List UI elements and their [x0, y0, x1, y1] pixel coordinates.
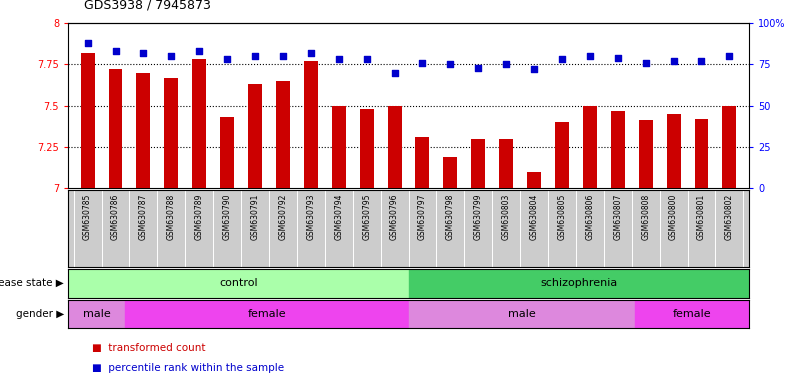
Text: GSM630789: GSM630789	[195, 194, 203, 240]
Text: GDS3938 / 7945873: GDS3938 / 7945873	[84, 0, 211, 12]
Bar	[332, 106, 346, 188]
Point	[193, 48, 206, 54]
Point	[667, 58, 680, 64]
Point	[137, 50, 150, 56]
Bar	[388, 106, 401, 188]
Point	[444, 61, 457, 68]
Text: ■  transformed count: ■ transformed count	[92, 343, 206, 353]
Bar	[723, 106, 736, 188]
Bar	[611, 111, 625, 188]
Point	[109, 48, 122, 54]
Point	[416, 60, 429, 66]
Point	[723, 53, 736, 59]
Bar	[220, 117, 234, 188]
Bar	[694, 119, 708, 188]
Point	[583, 53, 596, 59]
Bar	[583, 106, 597, 188]
Text: GSM630788: GSM630788	[167, 194, 176, 240]
Point	[611, 55, 624, 61]
Point	[528, 66, 541, 72]
Text: gender ▶: gender ▶	[16, 309, 64, 319]
Text: ■  percentile rank within the sample: ■ percentile rank within the sample	[92, 362, 284, 373]
Text: GSM630803: GSM630803	[501, 194, 511, 240]
Text: GSM630790: GSM630790	[223, 194, 231, 240]
Point	[332, 56, 345, 63]
Bar	[638, 121, 653, 188]
Text: GSM630791: GSM630791	[251, 194, 260, 240]
Text: male: male	[83, 309, 111, 319]
Bar	[416, 137, 429, 188]
Text: GSM630804: GSM630804	[529, 194, 538, 240]
Point	[248, 53, 261, 59]
Bar	[125, 300, 409, 328]
Text: GSM630806: GSM630806	[586, 194, 594, 240]
Text: schizophrenia: schizophrenia	[540, 278, 618, 288]
Point	[500, 61, 513, 68]
Text: GSM630807: GSM630807	[614, 194, 622, 240]
Point	[276, 53, 289, 59]
Bar	[109, 69, 123, 188]
Text: male: male	[508, 309, 536, 319]
Point	[639, 60, 652, 66]
Bar	[136, 73, 151, 188]
Text: GSM630800: GSM630800	[669, 194, 678, 240]
Point	[360, 56, 373, 63]
Bar	[81, 53, 95, 188]
Text: GSM630808: GSM630808	[641, 194, 650, 240]
Point	[81, 40, 94, 46]
Bar	[68, 300, 125, 328]
Point	[388, 70, 401, 76]
Bar	[409, 300, 635, 328]
Text: control: control	[219, 278, 258, 288]
Text: GSM630793: GSM630793	[306, 194, 316, 240]
Point	[695, 58, 708, 64]
Text: GSM630794: GSM630794	[334, 194, 344, 240]
Bar	[444, 157, 457, 188]
Text: female: female	[673, 309, 711, 319]
Point	[304, 50, 317, 56]
Text: GSM630799: GSM630799	[473, 194, 483, 240]
Bar	[409, 269, 749, 298]
Text: GSM630785: GSM630785	[83, 194, 92, 240]
Bar	[304, 61, 318, 188]
Bar	[276, 81, 290, 188]
Bar	[635, 300, 749, 328]
Text: GSM630792: GSM630792	[279, 194, 288, 240]
Text: GSM630797: GSM630797	[418, 194, 427, 240]
Bar	[499, 139, 513, 188]
Text: disease state ▶: disease state ▶	[0, 278, 64, 288]
Bar	[360, 109, 373, 188]
Bar	[471, 139, 485, 188]
Text: GSM630802: GSM630802	[725, 194, 734, 240]
Point	[472, 65, 485, 71]
Text: female: female	[248, 309, 286, 319]
Bar	[68, 269, 409, 298]
Text: GSM630786: GSM630786	[111, 194, 120, 240]
Text: GSM630787: GSM630787	[139, 194, 148, 240]
Bar	[527, 172, 541, 188]
Point	[221, 56, 234, 63]
Bar	[555, 122, 569, 188]
Point	[165, 53, 178, 59]
Text: GSM630796: GSM630796	[390, 194, 399, 240]
Bar	[666, 114, 681, 188]
Bar	[248, 84, 262, 188]
Text: GSM630798: GSM630798	[446, 194, 455, 240]
Point	[556, 56, 569, 63]
Text: GSM630795: GSM630795	[362, 194, 371, 240]
Bar	[164, 78, 179, 188]
Bar	[192, 60, 206, 188]
Text: GSM630801: GSM630801	[697, 194, 706, 240]
Text: GSM630805: GSM630805	[557, 194, 566, 240]
